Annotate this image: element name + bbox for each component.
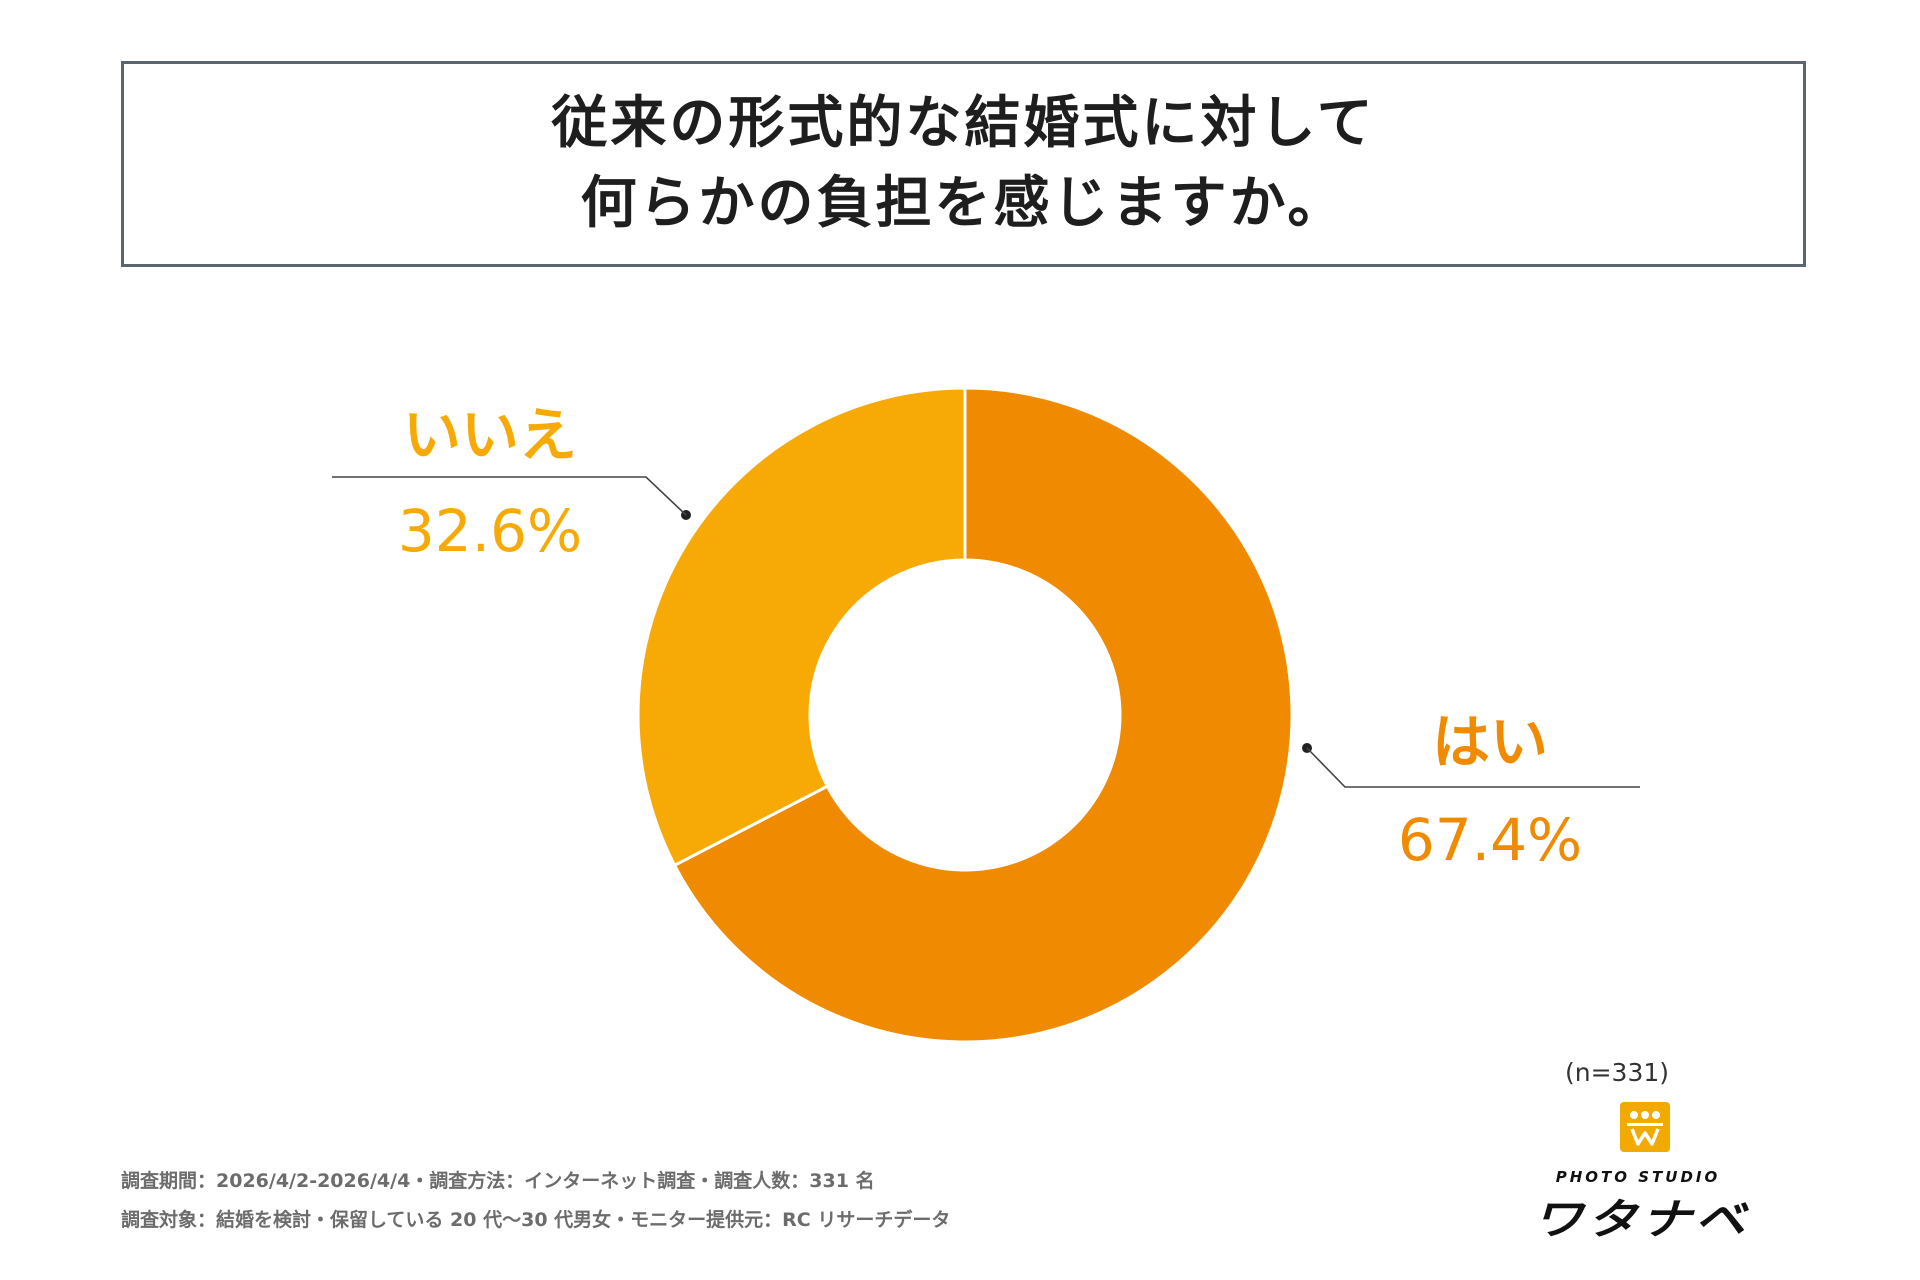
value-label-1: 67.4% (1398, 806, 1582, 874)
callouts: はい 67.4% いいえ 32.6% (332, 401, 1640, 874)
category-label-1: はい (1432, 708, 1548, 776)
donut-slice-1 (672, 386, 1294, 1044)
category-label-2: いいえ (403, 401, 577, 469)
crown-w-icon (1620, 1102, 1670, 1152)
sample-size-label: (n=331) (1565, 1058, 1670, 1087)
callout-line-1 (1306, 747, 1640, 788)
survey-target-note: 調査対象：結婚を検討・保留している 20 代〜30 代男女・モニター提供元：RC… (121, 1209, 951, 1231)
chart-title-line-1: 従来の形式的な結婚式に対して (551, 91, 1376, 156)
value-label-2: 32.6% (398, 497, 582, 565)
chart-title-line-2: 何らかの負担を感じますか。 (580, 171, 1347, 236)
logo-name: ワタナベ (1533, 1194, 1749, 1245)
logo-subtitle: PHOTO STUDIO (1555, 1168, 1721, 1186)
callout-line-2 (332, 476, 687, 516)
company-logo: PHOTO STUDIO ワタナベ (1481, 1102, 1801, 1244)
donut-slices (636, 386, 1294, 1044)
chart-title-box: 従来の形式的な結婚式に対して 何らかの負担を感じますか。 (121, 61, 1806, 267)
survey-period-note: 調査期間：2026/4/2-2026/4/4・調査方法：インターネット調査・調査… (121, 1170, 875, 1192)
donut-slice-2 (636, 386, 967, 868)
